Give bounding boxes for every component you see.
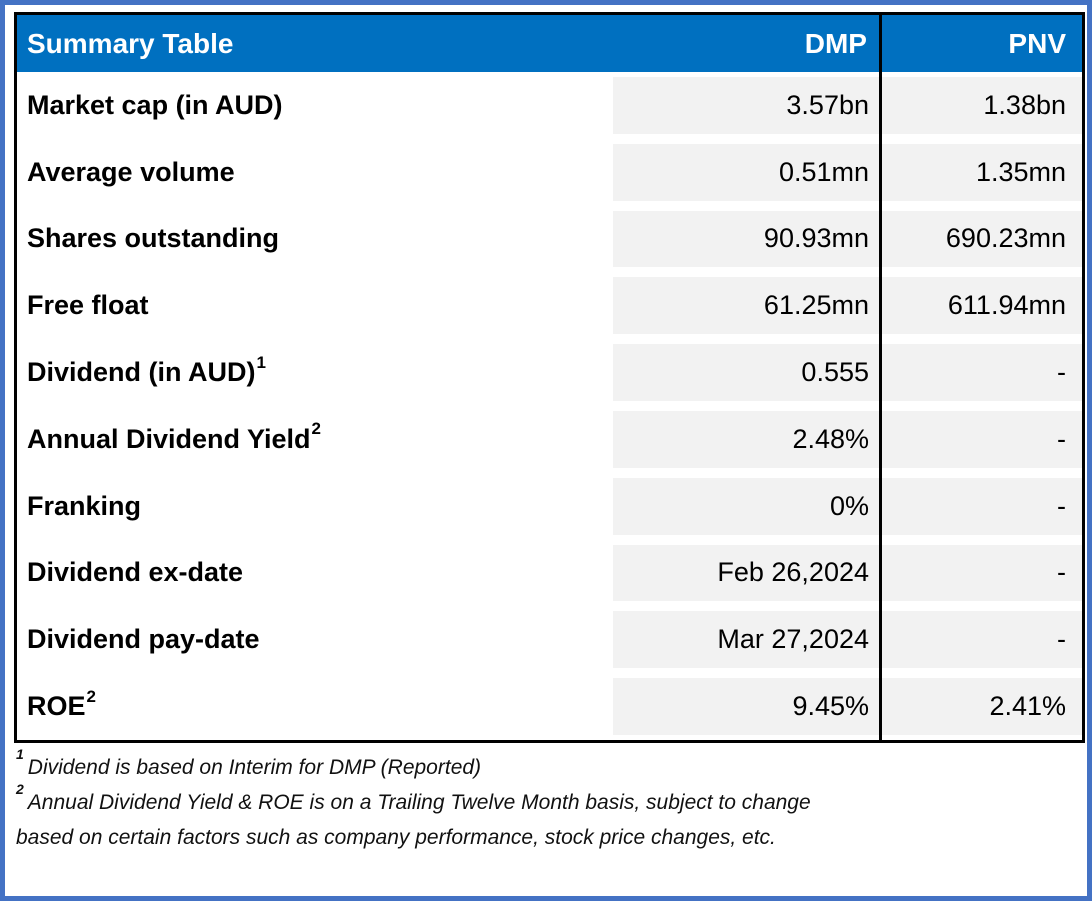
pnv-value-text: 1.35mn (882, 143, 1082, 201)
row-label: Dividend (in AUD) 1 (17, 339, 613, 406)
dmp-value-text: 0% (613, 477, 879, 535)
column-header-pnv: PNV (879, 15, 1082, 72)
footnotes: 1Dividend is based on Interim for DMP (R… (16, 746, 816, 855)
pnv-value: - (879, 339, 1082, 406)
dmp-value: 3.57bn (613, 72, 879, 139)
row-label: Market cap (in AUD) (17, 72, 613, 139)
dmp-value: 61.25mn (613, 272, 879, 339)
dmp-value-text: 61.25mn (613, 277, 879, 335)
pnv-value-text: 2.41% (882, 678, 1082, 735)
row-label: Annual Dividend Yield 2 (17, 406, 613, 473)
dmp-value: 0.51mn (613, 139, 879, 206)
dmp-value-text: Mar 27,2024 (613, 611, 879, 669)
pnv-value: 611.94mn (879, 272, 1082, 340)
pnv-value-text: - (882, 477, 1082, 535)
footnote-1: 1Dividend is based on Interim for DMP (R… (16, 746, 482, 779)
pnv-value: - (879, 472, 1082, 540)
pnv-value-text: 1.38bn (882, 77, 1082, 134)
pnv-value-text: 690.23mn (882, 210, 1082, 268)
dmp-value-text: 3.57bn (613, 77, 879, 134)
footnote-marker: 1 (16, 746, 24, 762)
dmp-value: Feb 26,2024 (613, 540, 879, 607)
pnv-value-text: - (882, 411, 1082, 468)
table-title: Summary Table (17, 15, 613, 72)
dmp-value-text: 90.93mn (613, 210, 879, 268)
footnote-marker: 2 (16, 781, 24, 797)
dmp-value-text: 2.48% (613, 411, 879, 468)
footnote-2: 2Annual Dividend Yield & ROE is on a Tra… (16, 781, 811, 849)
summary-table-grid: Summary Table DMP PNV Market cap (in AUD… (17, 15, 1082, 740)
row-label: Average volume (17, 138, 613, 206)
pnv-value: - (879, 606, 1082, 674)
row-label: Franking (17, 472, 613, 540)
pnv-value: - (879, 406, 1082, 473)
pnv-value-text: 611.94mn (882, 277, 1082, 335)
column-header-dmp: DMP (613, 15, 879, 72)
dmp-value: Mar 27,2024 (613, 606, 879, 673)
dmp-value: 90.93mn (613, 206, 879, 273)
row-label: Free float (17, 272, 613, 340)
dmp-value-text: 9.45% (613, 678, 879, 735)
dmp-value-text: Feb 26,2024 (613, 544, 879, 602)
dmp-value: 9.45% (613, 673, 879, 740)
pnv-value: - (879, 539, 1082, 607)
row-label: Dividend pay-date (17, 606, 613, 674)
pnv-value-text: - (882, 544, 1082, 602)
row-label: ROE 2 (17, 673, 613, 740)
pnv-value: 1.38bn (879, 72, 1082, 139)
pnv-value: 690.23mn (879, 205, 1082, 273)
summary-table: Summary Table DMP PNV Market cap (in AUD… (14, 12, 1085, 743)
row-label: Shares outstanding (17, 205, 613, 273)
pnv-value: 1.35mn (879, 138, 1082, 206)
dmp-value-text: 0.51mn (613, 143, 879, 201)
dmp-value: 2.48% (613, 406, 879, 473)
row-label: Dividend ex-date (17, 539, 613, 607)
dmp-value: 0% (613, 473, 879, 540)
dmp-value: 0.555 (613, 339, 879, 406)
pnv-value-text: - (882, 344, 1082, 401)
dmp-value-text: 0.555 (613, 344, 879, 401)
pnv-value: 2.41% (879, 673, 1082, 740)
pnv-value-text: - (882, 611, 1082, 669)
